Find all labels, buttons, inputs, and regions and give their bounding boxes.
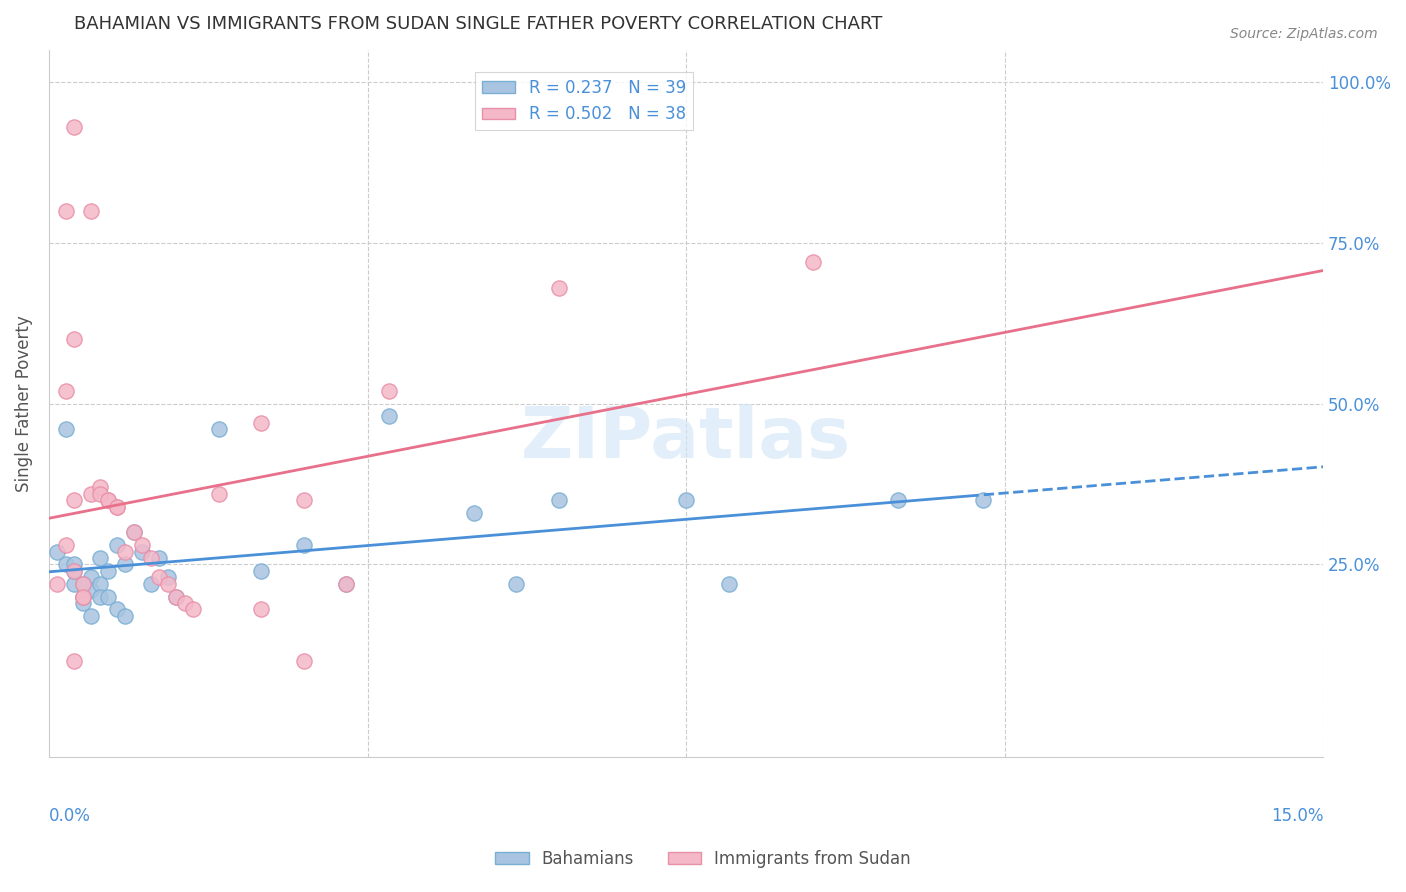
Point: [505, 576, 527, 591]
Point: [292, 654, 315, 668]
Point: [80, 486, 103, 500]
Point: [63, 576, 86, 591]
Text: 0.0%: 0.0%: [49, 807, 91, 825]
Point: [114, 558, 136, 572]
Point: [292, 493, 315, 508]
Point: [46, 544, 69, 558]
Point: [80, 570, 103, 584]
Point: [97, 493, 120, 508]
Point: [55, 538, 77, 552]
Legend: R = 0.237   N = 39, R = 0.502   N = 38: R = 0.237 N = 39, R = 0.502 N = 38: [475, 72, 693, 130]
Point: [97, 493, 120, 508]
Point: [122, 525, 145, 540]
Point: [89, 590, 111, 604]
Point: [148, 551, 170, 566]
Point: [463, 506, 485, 520]
Point: [63, 332, 86, 346]
Point: [97, 564, 120, 578]
Point: [156, 576, 179, 591]
Point: [63, 120, 86, 134]
Point: [105, 602, 128, 616]
Point: [63, 493, 86, 508]
Point: [114, 544, 136, 558]
Point: [183, 602, 205, 616]
Point: [72, 590, 94, 604]
Point: [63, 564, 86, 578]
Point: [89, 486, 111, 500]
Point: [335, 576, 357, 591]
Point: [63, 558, 86, 572]
Point: [72, 576, 94, 591]
Point: [547, 281, 569, 295]
Point: [165, 590, 187, 604]
Point: [55, 203, 77, 218]
Point: [148, 570, 170, 584]
Legend: Bahamians, Immigrants from Sudan: Bahamians, Immigrants from Sudan: [488, 844, 918, 875]
Point: [89, 551, 111, 566]
Point: [72, 576, 94, 591]
Point: [55, 558, 77, 572]
Point: [105, 538, 128, 552]
Point: [80, 608, 103, 623]
Point: [208, 422, 231, 436]
Point: [887, 493, 910, 508]
Point: [803, 255, 825, 269]
Point: [63, 564, 86, 578]
Point: [208, 486, 231, 500]
Point: [717, 576, 740, 591]
Point: [122, 525, 145, 540]
Point: [80, 583, 103, 598]
Point: [131, 538, 153, 552]
Point: [63, 654, 86, 668]
Point: [89, 576, 111, 591]
Text: Source: ZipAtlas.com: Source: ZipAtlas.com: [1230, 27, 1378, 41]
Point: [105, 500, 128, 514]
Point: [46, 576, 69, 591]
Point: [131, 544, 153, 558]
Point: [139, 551, 162, 566]
Point: [250, 564, 273, 578]
Point: [105, 500, 128, 514]
Point: [80, 203, 103, 218]
Point: [675, 493, 697, 508]
Point: [173, 596, 195, 610]
Point: [72, 590, 94, 604]
Point: [156, 570, 179, 584]
Point: [139, 576, 162, 591]
Point: [55, 384, 77, 398]
Point: [250, 416, 273, 430]
Point: [250, 602, 273, 616]
Point: [72, 590, 94, 604]
Point: [72, 596, 94, 610]
Point: [547, 493, 569, 508]
Text: ZIPatlas: ZIPatlas: [522, 404, 851, 474]
Point: [972, 493, 994, 508]
Point: [89, 480, 111, 494]
Point: [292, 538, 315, 552]
Text: BAHAMIAN VS IMMIGRANTS FROM SUDAN SINGLE FATHER POVERTY CORRELATION CHART: BAHAMIAN VS IMMIGRANTS FROM SUDAN SINGLE…: [75, 15, 883, 33]
Y-axis label: Single Father Poverty: Single Father Poverty: [15, 315, 32, 492]
Point: [165, 590, 187, 604]
Point: [55, 422, 77, 436]
Point: [335, 576, 357, 591]
Text: 15.0%: 15.0%: [1271, 807, 1323, 825]
Point: [97, 590, 120, 604]
Point: [114, 608, 136, 623]
Point: [377, 384, 399, 398]
Point: [377, 409, 399, 424]
